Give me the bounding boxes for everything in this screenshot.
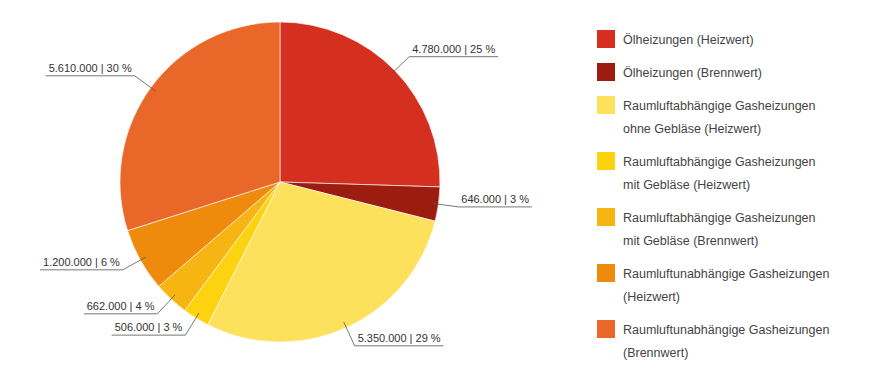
data-label: 662.000 | 4 % — [87, 300, 155, 312]
legend-swatch — [597, 96, 615, 114]
chart: 4.780.000 | 25 % 646.000 | 3 % 5.350.000 |… — [0, 0, 872, 383]
leader-line — [391, 57, 499, 75]
legend-swatch — [597, 264, 615, 282]
legend-swatch — [597, 208, 615, 226]
legend-swatch — [597, 30, 615, 48]
legend-label: Raumluftunabhängige Gasheizungen(Heizwer… — [623, 267, 829, 304]
legend-swatch — [597, 152, 615, 170]
legend-label: Ölheizungen (Heizwert) — [623, 33, 754, 47]
legend-swatch — [597, 63, 615, 81]
legend-label: Raumluftabhängige Gasheizungenmit Gebläs… — [623, 211, 816, 248]
leader-line — [84, 295, 175, 314]
legend-label: Raumluftabhängige Gasheizungenohne Geblä… — [623, 99, 816, 136]
legend-label: Raumluftunabhängige Gasheizungen(Brennwe… — [623, 323, 829, 360]
pie: 4.780.000 | 25 % 646.000 | 3 % 5.350.000 |… — [40, 22, 532, 346]
data-label: 5.610.000 | 30 % — [49, 62, 132, 74]
leader-line — [344, 322, 444, 346]
pie-slice — [120, 22, 280, 231]
data-labels: 4.780.000 | 25 % 646.000 | 3 % 5.350.000 |… — [40, 43, 532, 346]
data-label: 506.000 | 3 % — [115, 321, 183, 333]
leader-line — [46, 76, 156, 91]
data-label: 1.200.000 | 6 % — [43, 256, 120, 268]
leader-line — [40, 257, 146, 270]
data-label: 4.780.000 | 25 % — [412, 43, 495, 55]
data-label: 646.000 | 3 % — [461, 193, 529, 205]
legend-label: Raumluftabhängige Gasheizungenmit Gebläs… — [623, 155, 816, 192]
leader-line — [433, 203, 532, 207]
legend-swatch — [597, 320, 615, 338]
data-label: 5.350.000 | 29 % — [358, 332, 441, 344]
legend-label: Ölheizungen (Brennwert) — [623, 66, 762, 80]
legend: Ölheizungen (Heizwert) Ölheizungen (Brenn… — [597, 30, 829, 360]
leader-line — [112, 313, 199, 335]
